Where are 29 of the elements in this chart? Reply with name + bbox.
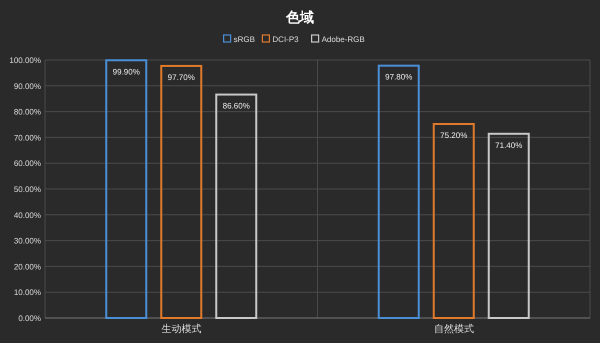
data-label: 75.20% (440, 130, 468, 140)
data-label: 97.70% (168, 72, 195, 82)
bar (488, 132, 530, 319)
data-label: 99.90% (112, 67, 140, 76)
legend-label: Adobe-RGB (322, 35, 365, 44)
y-tick-label: 50.00% (14, 185, 41, 194)
y-tick-label: 70.00% (14, 133, 41, 142)
y-tick-label: 60.00% (14, 159, 41, 168)
y-tick-label: 10.00% (14, 288, 41, 298)
x-tick-label: 生动模式 (161, 323, 202, 335)
legend-label: DCI-P3 (272, 35, 300, 44)
y-tick-label: 20.00% (14, 262, 41, 272)
bar (215, 94, 258, 319)
data-label: 71.40% (495, 140, 522, 150)
y-tick-label: 40.00% (14, 210, 41, 220)
y-tick-label: 30.00% (14, 236, 41, 246)
x-tick-label: 自然模式 (434, 323, 474, 335)
y-tick-label: 80.00% (14, 108, 41, 117)
legend-label: sRGB (234, 35, 255, 44)
bar (160, 64, 202, 319)
y-tick-label: 100.00% (9, 56, 41, 65)
y-tick-label: 0.00% (18, 314, 41, 323)
bar (432, 122, 475, 319)
chart-title: 色域 (285, 9, 314, 25)
data-label: 86.60% (222, 102, 250, 111)
bar (105, 59, 148, 319)
bar (378, 64, 420, 319)
data-label: 97.80% (385, 72, 412, 82)
y-tick-label: 90.00% (14, 82, 41, 91)
